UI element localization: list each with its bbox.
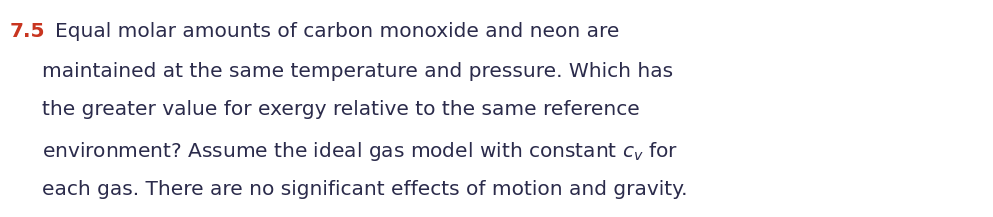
Text: the greater value for exergy relative to the same reference: the greater value for exergy relative to… (42, 100, 639, 119)
Text: 7.5: 7.5 (10, 22, 46, 41)
Text: environment? Assume the ideal gas model with constant $c_v$ for: environment? Assume the ideal gas model … (42, 140, 678, 163)
Text: Equal molar amounts of carbon monoxide and neon are: Equal molar amounts of carbon monoxide a… (55, 22, 620, 41)
Text: each gas. There are no significant effects of motion and gravity.: each gas. There are no significant effec… (42, 180, 687, 199)
Text: maintained at the same temperature and pressure. Which has: maintained at the same temperature and p… (42, 62, 673, 81)
